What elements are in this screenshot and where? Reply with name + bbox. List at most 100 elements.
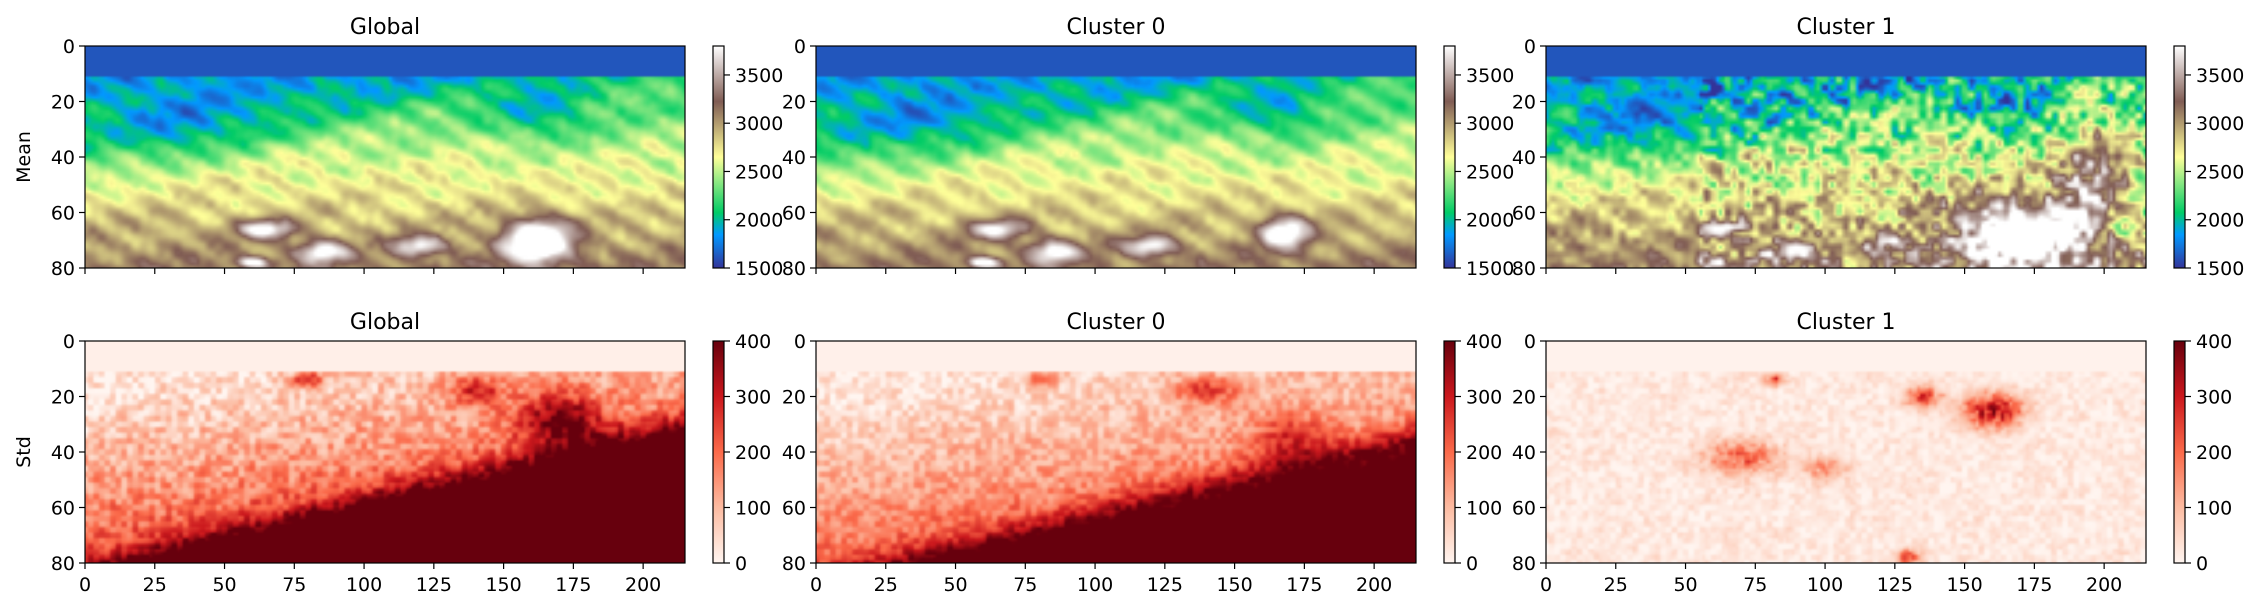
colorbar-tick-label: 3500 (735, 65, 783, 87)
x-tick-label: 175 (555, 574, 591, 596)
colorbar-tick-label: 2000 (735, 210, 783, 232)
colorbar-tick-label: 2000 (2196, 210, 2244, 232)
colorbar (712, 45, 725, 269)
x-tick-label: 175 (2016, 574, 2052, 596)
y-tick-label: 60 (782, 203, 806, 225)
panel-2: Cluster 1 0 20 40 60 80 1500 2000 2500 3000 3500 (1512, 15, 2245, 280)
y-tick-label: 20 (782, 387, 806, 409)
colorbar-tick-label: 300 (735, 387, 771, 409)
panel-1: Cluster 0 0 20 40 60 80 1500 2000 2500 3000 3500 (782, 15, 1515, 280)
panel-0: Global 0 20 40 60 80 Mean 1500 2000 2500 3000 3500 (13, 15, 783, 280)
colorbar-tick-label: 0 (735, 553, 747, 575)
x-tick-label: 50 (1673, 574, 1697, 596)
panel-title: Cluster 1 (1796, 15, 1895, 40)
y-tick-label: 0 (63, 36, 75, 58)
panel-title: Cluster 1 (1796, 310, 1895, 335)
x-tick-label: 200 (625, 574, 661, 596)
x-tick-label: 25 (874, 574, 898, 596)
heatmap-image (816, 341, 1416, 563)
x-tick-label: 100 (346, 574, 382, 596)
colorbar-tick-label: 2500 (1466, 161, 1514, 183)
y-tick-label: 40 (782, 442, 806, 464)
colorbar (1443, 340, 1456, 564)
colorbar-tick-label: 400 (2196, 331, 2232, 353)
x-tick-label: 0 (79, 574, 91, 596)
heatmap-image (85, 341, 685, 563)
y-tick-label: 0 (63, 331, 75, 353)
x-tick-label: 125 (1877, 574, 1913, 596)
x-tick-label: 75 (1743, 574, 1767, 596)
y-tick-label: 0 (794, 36, 806, 58)
colorbar-tick-label: 200 (735, 442, 771, 464)
colorbar-tick-label: 400 (735, 331, 771, 353)
x-tick-label: 0 (1540, 574, 1552, 596)
colorbar-tick-label: 100 (2196, 498, 2232, 520)
x-tick-label: 75 (282, 574, 306, 596)
x-tick-label: 25 (143, 574, 167, 596)
x-tick-label: 150 (1946, 574, 1982, 596)
colorbar-tick-label: 2500 (735, 161, 783, 183)
y-tick-label: 80 (1512, 553, 1536, 575)
panel-title: Cluster 0 (1066, 310, 1165, 335)
colorbar-tick-label: 100 (735, 498, 771, 520)
colorbar-tick-label: 200 (1466, 442, 1502, 464)
colorbar-tick-label: 3000 (735, 113, 783, 135)
x-tick-label: 150 (485, 574, 521, 596)
colorbar-tick-label: 3000 (1466, 113, 1514, 135)
heatmap-image (816, 46, 1416, 268)
x-tick-label: 100 (1807, 574, 1843, 596)
panel-title: Global (350, 15, 420, 40)
y-tick-label: 40 (782, 147, 806, 169)
x-tick-label: 175 (1286, 574, 1322, 596)
y-tick-label: 80 (51, 258, 75, 280)
y-tick-label: 80 (782, 553, 806, 575)
colorbar-tick-label: 400 (1466, 331, 1502, 353)
colorbar-tick-label: 200 (2196, 442, 2232, 464)
colorbar-tick-label: 1500 (1466, 258, 1514, 280)
x-tick-label: 150 (1216, 574, 1252, 596)
y-tick-label: 20 (782, 92, 806, 114)
heatmap-image (85, 46, 685, 268)
x-tick-label: 125 (416, 574, 452, 596)
y-tick-label: 20 (51, 92, 75, 114)
colorbar-tick-label: 2000 (1466, 210, 1514, 232)
y-tick-label: 40 (1512, 147, 1536, 169)
x-tick-label: 75 (1013, 574, 1037, 596)
x-tick-label: 100 (1077, 574, 1113, 596)
y-tick-label: 40 (51, 147, 75, 169)
x-tick-label: 200 (1356, 574, 1392, 596)
y-axis-label: Mean (13, 131, 35, 183)
colorbar-tick-label: 1500 (2196, 258, 2244, 280)
colorbar (2173, 340, 2186, 564)
y-tick-label: 60 (51, 203, 75, 225)
colorbar (1443, 45, 1456, 269)
x-tick-label: 25 (1604, 574, 1628, 596)
y-tick-label: 20 (1512, 92, 1536, 114)
y-tick-label: 0 (1524, 36, 1536, 58)
colorbar (712, 340, 725, 564)
y-tick-label: 0 (1524, 331, 1536, 353)
y-tick-label: 80 (51, 553, 75, 575)
colorbar (2173, 45, 2186, 269)
y-axis-label: Std (13, 436, 35, 468)
y-tick-label: 20 (51, 387, 75, 409)
y-tick-label: 60 (1512, 203, 1536, 225)
x-tick-label: 200 (2086, 574, 2122, 596)
colorbar-tick-label: 300 (1466, 387, 1502, 409)
colorbar-tick-label: 3500 (2196, 65, 2244, 87)
y-tick-label: 60 (1512, 498, 1536, 520)
colorbar-tick-label: 3000 (2196, 113, 2244, 135)
y-tick-label: 80 (782, 258, 806, 280)
y-tick-label: 0 (794, 331, 806, 353)
x-tick-label: 125 (1147, 574, 1183, 596)
y-tick-label: 40 (1512, 442, 1536, 464)
y-tick-label: 80 (1512, 258, 1536, 280)
colorbar-tick-label: 1500 (735, 258, 783, 280)
y-tick-label: 40 (51, 442, 75, 464)
panel-title: Global (350, 310, 420, 335)
heatmap-image (1546, 341, 2146, 563)
